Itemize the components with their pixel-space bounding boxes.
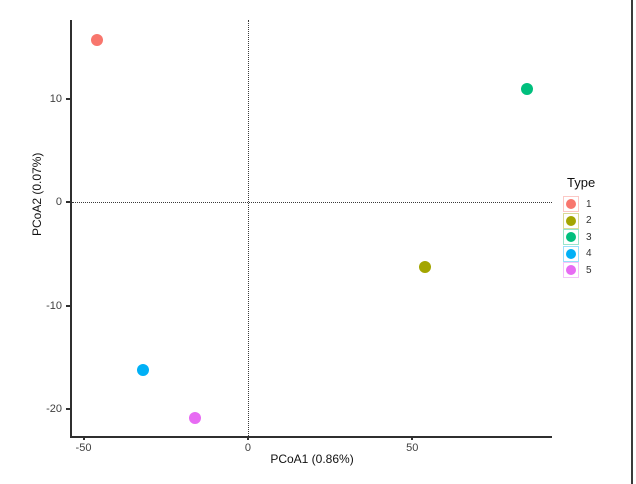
legend-item-2: 2	[563, 212, 595, 229]
legend-key-box	[563, 196, 579, 212]
legend-point-swatch	[566, 199, 576, 209]
legend-key-box	[563, 212, 579, 229]
legend-key-box	[563, 245, 579, 262]
y-tick-label: -10	[46, 299, 62, 312]
y-axis-ticks: 10 0 -10 -20	[0, 20, 70, 436]
y-tick-label: 10	[49, 92, 62, 105]
y-tick-mark	[66, 304, 70, 307]
zero-line-horizontal	[72, 202, 552, 204]
data-point-type-3	[521, 83, 534, 96]
legend-item-1: 1	[563, 196, 595, 212]
legend: Type 1 2 3 4 5	[563, 175, 595, 279]
y-tick-mark	[66, 97, 70, 100]
data-point-type-4	[136, 363, 149, 376]
legend-point-swatch	[566, 215, 576, 226]
legend-point-swatch	[566, 248, 576, 259]
legend-item-5: 5	[563, 262, 595, 278]
legend-item-4: 4	[563, 245, 595, 262]
legend-title: Type	[567, 175, 596, 190]
data-point-type-5	[189, 412, 202, 425]
y-tick-mark	[66, 408, 70, 411]
legend-item-label: 5	[586, 264, 592, 276]
zero-line-vertical	[247, 20, 249, 436]
y-tick-label: -20	[46, 403, 62, 416]
y-axis-line	[70, 20, 72, 438]
data-point-type-2	[419, 261, 432, 274]
legend-item-3: 3	[563, 229, 595, 245]
legend-items: 1 2 3 4 5	[563, 196, 595, 278]
legend-point-swatch	[566, 232, 576, 242]
legend-key-box	[563, 229, 579, 245]
x-axis-line	[70, 436, 552, 438]
data-point-type-1	[90, 33, 103, 46]
image-right-border-line	[631, 0, 633, 484]
legend-item-label: 1	[586, 198, 592, 210]
x-axis-title: PCoA1 (0.86%)	[270, 452, 354, 466]
legend-item-label: 2	[586, 215, 592, 226]
legend-item-label: 3	[586, 231, 592, 243]
legend-item-label: 4	[586, 248, 592, 259]
y-tick-label: 0	[55, 196, 62, 209]
plot-panel	[70, 20, 552, 438]
legend-point-swatch	[566, 265, 576, 275]
legend-key-box	[563, 262, 579, 278]
y-tick-mark	[66, 201, 70, 204]
